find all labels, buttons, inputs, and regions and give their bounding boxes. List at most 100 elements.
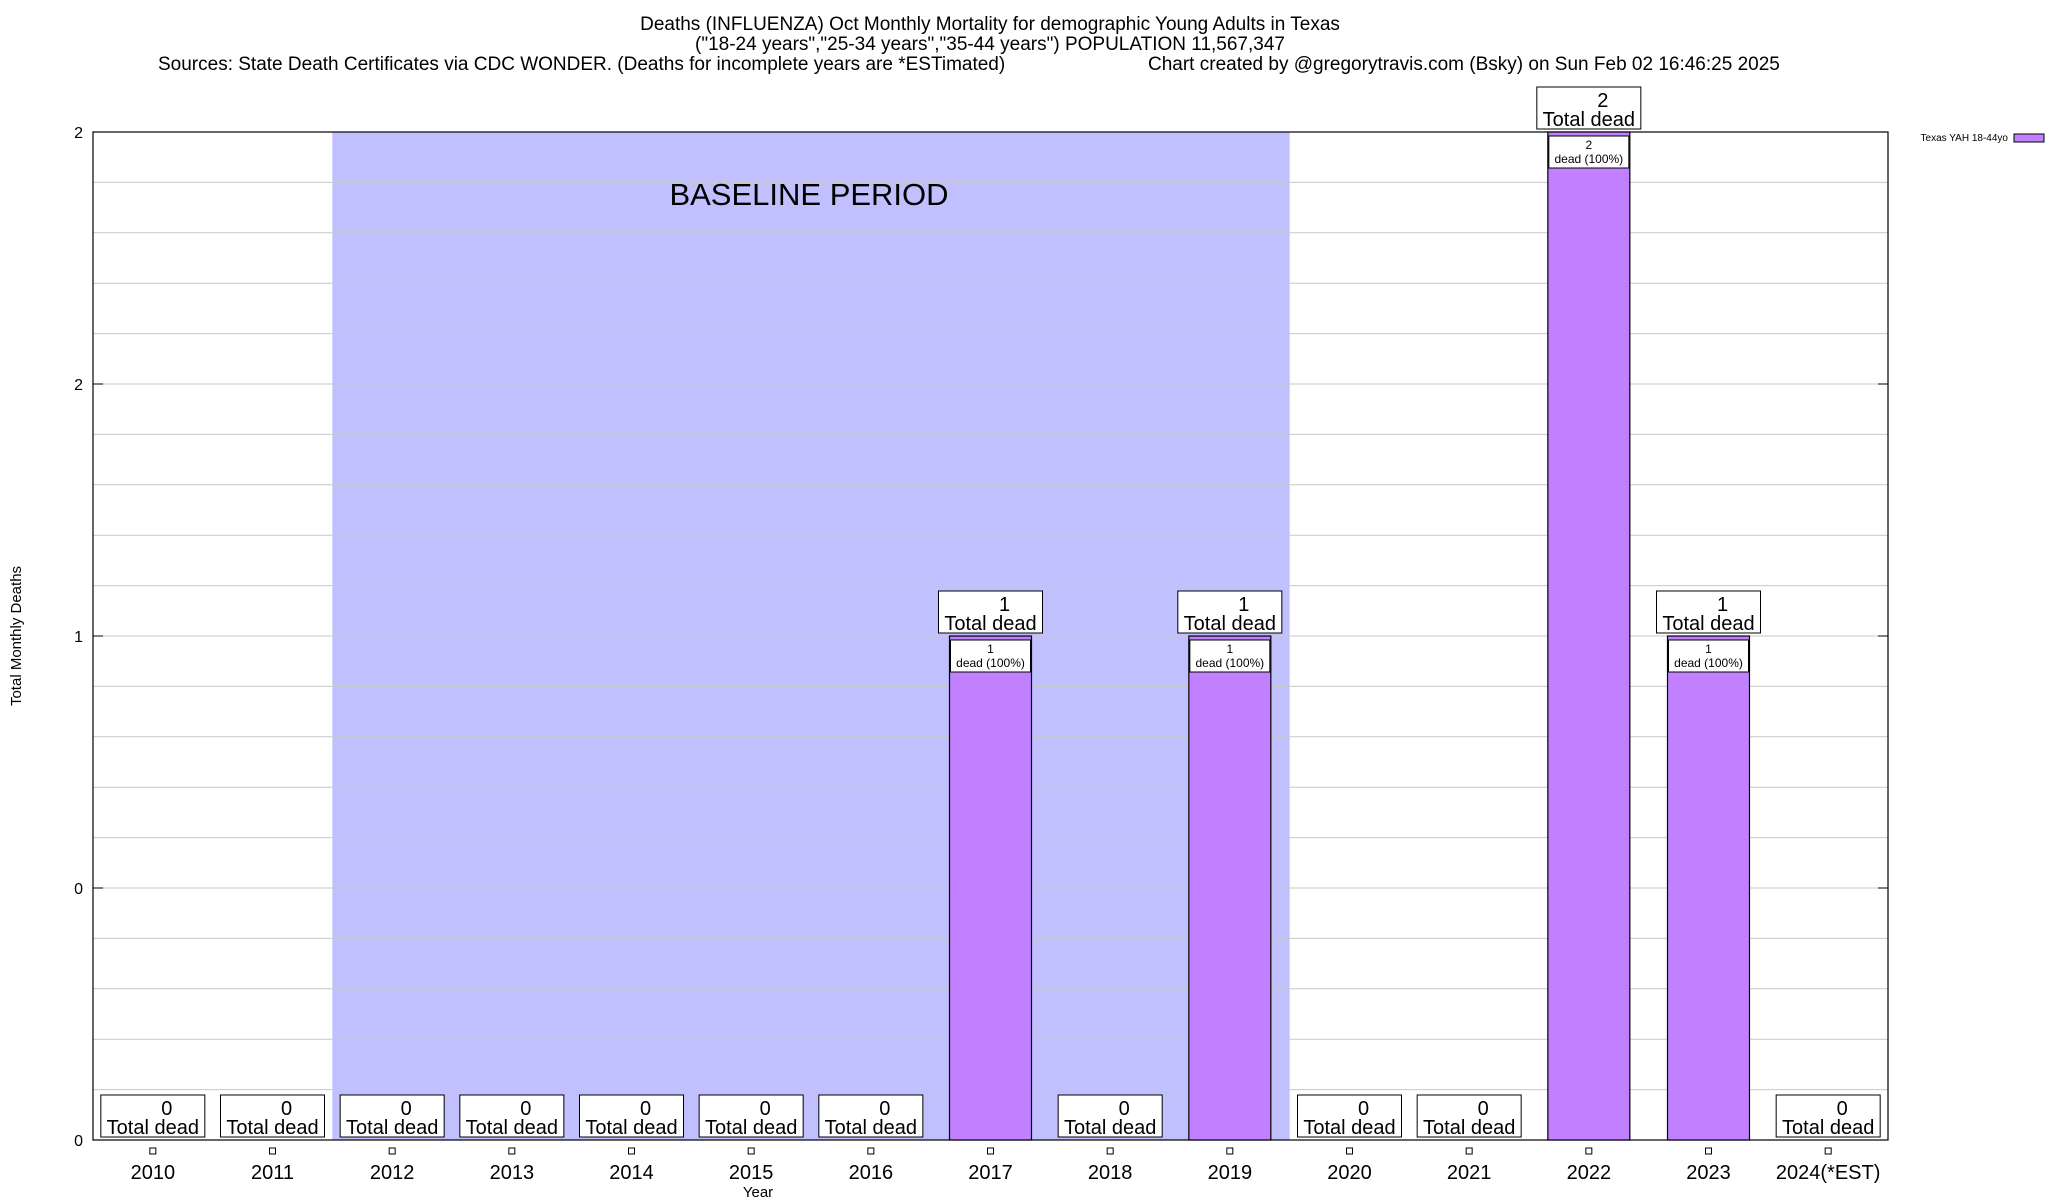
- total-label-text: Total dead: [226, 1117, 318, 1139]
- y-tick-label: 0: [74, 1133, 83, 1150]
- total-label-value: 0: [520, 1098, 531, 1120]
- x-tick-label: 2014: [609, 1162, 654, 1184]
- baseline-period-label: BASELINE PERIOD: [669, 177, 948, 212]
- segment-label-value: 1: [1705, 642, 1712, 656]
- total-label-value: 0: [161, 1098, 172, 1120]
- total-label-box: [938, 590, 1043, 634]
- y-tick-label: 0: [74, 881, 83, 898]
- segment-label-text: dead (100%): [1674, 656, 1743, 670]
- total-label-value: 1: [1717, 594, 1728, 616]
- y-tick-label: 2: [74, 125, 83, 142]
- total-label-value: 1: [1238, 594, 1249, 616]
- total-label-value: 0: [1358, 1098, 1369, 1120]
- x-tick-label: 2021: [1447, 1162, 1492, 1184]
- total-label-box: [698, 1094, 804, 1138]
- x-tick-label: 2019: [1208, 1162, 1253, 1184]
- chart-subtitle: ("18-24 years","25-34 years","35-44 year…: [695, 34, 1285, 55]
- total-label-box: [1656, 590, 1761, 634]
- bar: [948, 635, 1033, 1141]
- segment-label-box: [1548, 135, 1630, 169]
- total-label-box: [100, 1094, 206, 1138]
- x-tick-label: 2011: [251, 1162, 294, 1184]
- x-tick-label: 2020: [1327, 1162, 1372, 1184]
- x-tick-marker: [867, 1147, 875, 1155]
- total-label-value: 2: [1597, 90, 1608, 112]
- x-tick-marker: [1465, 1147, 1473, 1155]
- total-label-text: Total dead: [1662, 613, 1754, 635]
- x-tick-marker: [1346, 1147, 1353, 1155]
- x-tick-label: 2023: [1686, 1162, 1731, 1184]
- x-tick-marker: [1824, 1147, 1832, 1155]
- total-label-text: Total dead: [1064, 1117, 1156, 1139]
- x-tick-marker: [1585, 1147, 1593, 1155]
- total-label-box: [1536, 86, 1642, 130]
- bar: [1547, 131, 1631, 1141]
- total-label-box: [818, 1094, 924, 1138]
- y-axis-ticks: 0 0 1 2 2: [74, 125, 1888, 1150]
- x-tick-marker: [987, 1147, 994, 1155]
- legend: Texas YAH 18-44yo: [1921, 133, 2045, 144]
- segment-label-box: [950, 639, 1031, 673]
- total-label-box: [1297, 1094, 1402, 1138]
- x-tick-label: 2015: [729, 1162, 774, 1184]
- total-label-value: 0: [760, 1098, 771, 1120]
- x-tick-label: 2010: [131, 1162, 176, 1184]
- total-label-text: Total dead: [1184, 613, 1276, 635]
- x-tick-label: 2013: [490, 1162, 535, 1184]
- legend-label: Texas YAH 18-44yo: [1921, 133, 2009, 144]
- total-label-text: Total dead: [825, 1117, 917, 1139]
- total-label-text: Total dead: [466, 1117, 558, 1139]
- total-label-box: [459, 1094, 565, 1138]
- segment-label-value: 2: [1585, 138, 1592, 152]
- x-tick-label: 2022: [1567, 1162, 1612, 1184]
- total-label-box: [339, 1094, 445, 1138]
- chart-title: Deaths (INFLUENZA) Oct Monthly Mortality…: [640, 14, 1340, 35]
- x-tick-marker: [628, 1147, 635, 1155]
- total-label-value: 0: [879, 1098, 890, 1120]
- total-label-value: 0: [1837, 1098, 1848, 1120]
- total-label-value: 0: [1478, 1098, 1489, 1120]
- total-label-value: 0: [1119, 1098, 1130, 1120]
- legend-swatch: [2013, 133, 2045, 143]
- total-label-box: [1057, 1094, 1163, 1138]
- x-tick-label: 2018: [1088, 1162, 1133, 1184]
- total-label-text: Total dead: [705, 1117, 797, 1139]
- segment-label-box: [1189, 639, 1271, 673]
- total-label-text: Total dead: [585, 1117, 677, 1139]
- total-label-box: [1177, 590, 1283, 634]
- x-axis-ticks: 2010 2011 2012 2013 2014 2015 2016 2017 2018 2019…: [131, 1147, 1880, 1184]
- total-label-text: Total dead: [107, 1117, 199, 1139]
- total-label-value: 0: [281, 1098, 292, 1120]
- y-tick-label: 1: [74, 629, 83, 646]
- total-label-box: [220, 1094, 325, 1138]
- x-tick-marker: [1705, 1147, 1712, 1155]
- bar: [1666, 635, 1751, 1141]
- x-tick-label: 2012: [370, 1162, 415, 1184]
- x-tick-label: 2016: [849, 1162, 894, 1184]
- segment-label-value: 1: [987, 642, 994, 656]
- bar: [1188, 635, 1272, 1141]
- total-label-box: [579, 1094, 684, 1138]
- x-axis-label: Year: [743, 1184, 773, 1200]
- total-label-text: Total dead: [1782, 1117, 1874, 1139]
- chart-credit: Chart created by @gregorytravis.com (Bsk…: [1148, 54, 1780, 75]
- total-label-value: 0: [401, 1098, 412, 1120]
- x-tick-marker: [747, 1147, 755, 1155]
